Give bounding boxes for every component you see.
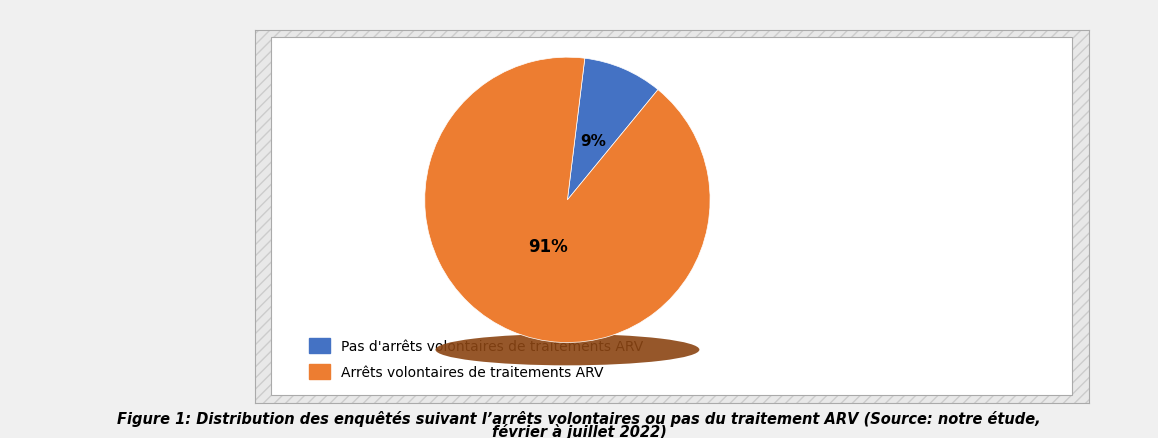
FancyBboxPatch shape [271, 38, 1072, 396]
Wedge shape [425, 58, 710, 343]
Ellipse shape [435, 334, 699, 365]
Wedge shape [567, 59, 658, 201]
Legend: Pas d'arrêts volontaires de traitements ARV, Arrêts volontaires de traitements A: Pas d'arrêts volontaires de traitements … [303, 333, 648, 385]
Text: 9%: 9% [580, 134, 606, 149]
Text: 91%: 91% [528, 237, 567, 255]
Text: Figure 1: Distribution des enquêtés suivant l’arrêts volontaires ou pas du trait: Figure 1: Distribution des enquêtés suiv… [117, 410, 1041, 426]
Polygon shape [437, 201, 698, 240]
Text: février à juillet 2022): février à juillet 2022) [492, 424, 666, 438]
